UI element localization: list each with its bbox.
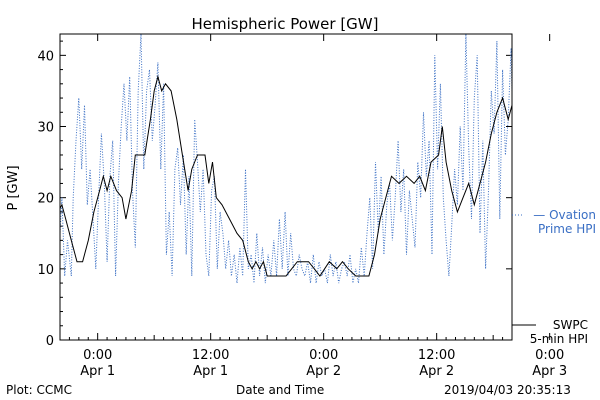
legend-ovation-line1: — Ovation — [533, 208, 596, 222]
series-ovation-prime-hpi — [60, 34, 512, 284]
series-swpc-5min-hpi — [60, 74, 512, 277]
y-tick-label: 10 — [37, 263, 54, 278]
x-tick-label-date: Apr 3 — [532, 364, 567, 379]
x-tick-label-time: 12:00 — [418, 348, 455, 363]
legend-swpc-line2: 5-min HPI — [529, 332, 588, 346]
timestamp: 2019/04/03 20:35:13 — [444, 383, 571, 397]
x-tick-label-time: 0:00 — [83, 348, 112, 363]
y-tick-label: 0 — [46, 334, 54, 349]
legend-ovation-line2: Prime HPI — [538, 222, 596, 236]
y-tick-label: 30 — [37, 121, 54, 136]
legend-ovation: — Ovation Prime HPI — [522, 208, 596, 236]
y-tick-label: 40 — [37, 49, 54, 64]
x-tick-label-date: Apr 1 — [193, 364, 228, 379]
x-tick-label-time: 0:00 — [309, 348, 338, 363]
y-axis-label: P [GW] — [6, 165, 21, 210]
plot-frame — [59, 33, 513, 341]
legend-swpc-line1: SWPC — [552, 318, 588, 332]
legend-swpc: SWPC 5-min HPI — [512, 318, 588, 346]
x-tick-label-date: Apr 2 — [419, 364, 454, 379]
x-tick-label-time: 0:00 — [535, 348, 564, 363]
y-tick-label: 20 — [37, 192, 54, 207]
chart-title: Hemispheric Power [GW] — [192, 15, 379, 33]
x-tick-label-date: Apr 2 — [306, 364, 341, 379]
x-axis-title: Date and Time — [236, 383, 325, 397]
series-layer — [60, 34, 512, 284]
plot-credit: Plot: CCMC — [6, 383, 72, 397]
x-tick-label-date: Apr 1 — [80, 364, 115, 379]
x-tick-label-time: 12:00 — [192, 348, 229, 363]
y-axis: 0 10 20 30 40 — [37, 40, 512, 349]
